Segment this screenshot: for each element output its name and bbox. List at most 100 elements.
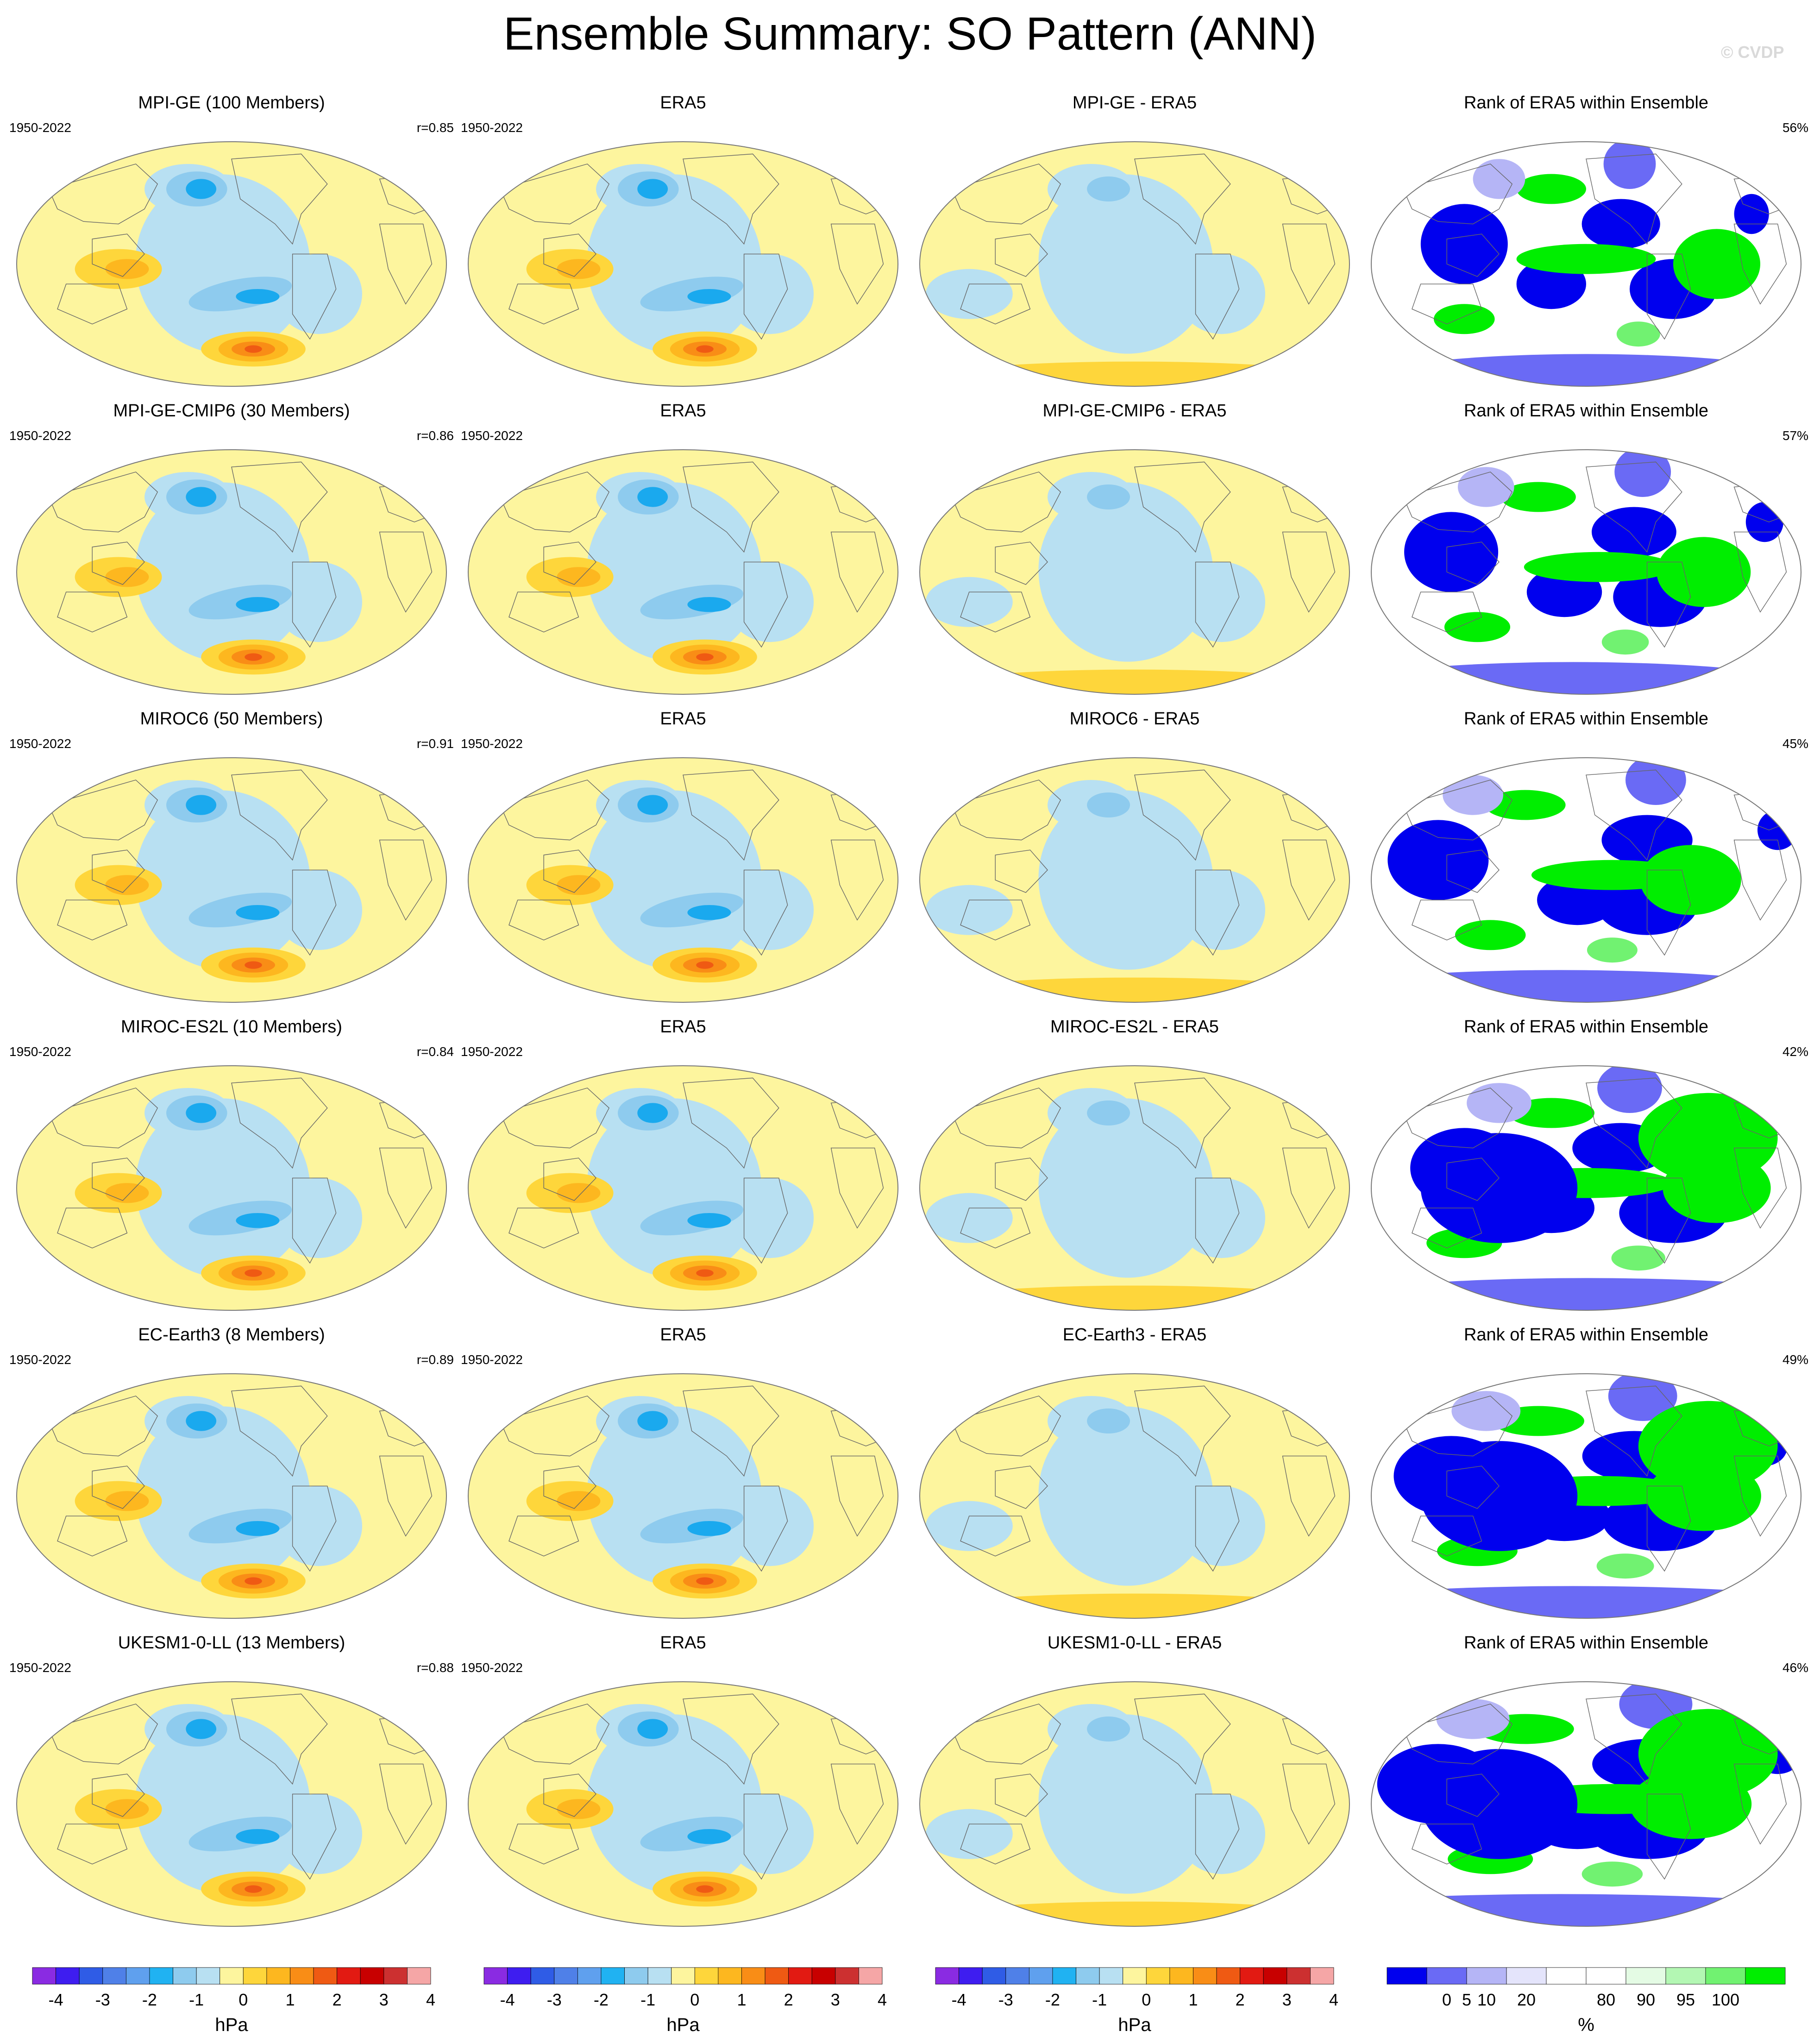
- high-pressure-region: [105, 1491, 149, 1511]
- colorbar-tick-label: 80: [1597, 1990, 1615, 2009]
- colorbar-swatch: [1240, 1967, 1264, 1985]
- colorbar-tick-label: -2: [142, 1990, 157, 2009]
- low-pressure-region: [727, 1178, 814, 1258]
- rank-region: [1657, 537, 1751, 607]
- map-outline: [919, 449, 1350, 695]
- coastlines: [951, 1077, 1344, 1264]
- period-label: 1950-2022: [9, 428, 71, 443]
- coastlines: [48, 1077, 441, 1264]
- map-outline: [919, 757, 1350, 1003]
- low-pressure-region: [587, 790, 762, 970]
- difference-panel: MIROC6 - ERA5: [912, 709, 1357, 1010]
- map-outline: [1371, 1065, 1801, 1311]
- colorbar-units: hPa: [666, 2015, 700, 2035]
- colorbar-tick-label: 4: [1329, 1990, 1338, 2009]
- model-panel: UKESM1-0-LL (13 Members) 1950-2022 r=0.88: [9, 1633, 454, 1934]
- low-pressure-core: [687, 905, 731, 920]
- panel-title: Rank of ERA5 within Ensemble: [1463, 1633, 1709, 1653]
- map-diff: [919, 449, 1350, 695]
- low-pressure-region: [1038, 1098, 1213, 1278]
- colorbar-swatch: [483, 1967, 508, 1985]
- colorbar-tick-label: 2: [1236, 1990, 1245, 2009]
- colorbar-swatch: [102, 1967, 126, 1985]
- pattern-correlation: r=0.89: [416, 1352, 454, 1367]
- high-pressure-core: [245, 1577, 262, 1585]
- low-pressure-region: [727, 1794, 814, 1874]
- colorbar-swatch: [1586, 1967, 1626, 1985]
- model-panel: MPI-GE (100 Members) 1950-2022 r=0.85: [9, 93, 454, 394]
- low-pressure-core: [637, 1719, 668, 1739]
- map-field: [920, 142, 1349, 386]
- low-pressure-region: [135, 790, 310, 970]
- high-pressure-region: [105, 1183, 149, 1203]
- high-pressure-region: [925, 669, 1344, 694]
- low-pressure-region: [925, 269, 1013, 319]
- colorbar-svg: -4 -3 -2 -1 0 1 2 3 4: [32, 1967, 435, 2009]
- model-panel: MIROC6 (50 Members) 1950-2022 r=0.91: [9, 709, 454, 1010]
- rank-region: [1616, 321, 1660, 347]
- low-pressure-region: [1038, 1714, 1213, 1894]
- colorbar-tick-label: 3: [831, 1990, 840, 2009]
- map-rank: [1371, 1681, 1801, 1927]
- colorbar-swatch: [647, 1967, 672, 1985]
- low-pressure-region: [1178, 254, 1265, 334]
- rank-region: [1601, 629, 1649, 655]
- map-obs: [468, 141, 898, 387]
- panel-title: Rank of ERA5 within Ensemble: [1463, 1017, 1709, 1037]
- model-panel: EC-Earth3 (8 Members) 1950-2022 r=0.89: [9, 1325, 454, 1626]
- map-rank: [1371, 757, 1801, 1003]
- rank-region: [1524, 552, 1675, 582]
- map-outline: [16, 449, 447, 695]
- colorbar-swatch: [149, 1967, 173, 1985]
- low-pressure-region: [1087, 1408, 1130, 1433]
- low-pressure-region: [727, 1486, 814, 1566]
- rank-region: [1436, 1699, 1510, 1739]
- map-field: [1371, 142, 1801, 386]
- colorbar-swatch: [1705, 1967, 1746, 1985]
- rank-region: [1592, 507, 1676, 557]
- rank-region: [1500, 482, 1576, 512]
- map-outline: [468, 141, 898, 387]
- map-field: [468, 450, 898, 694]
- panel-title: MPI-GE (100 Members): [138, 93, 325, 113]
- coastlines: [48, 1385, 441, 1572]
- low-pressure-region: [925, 885, 1013, 935]
- low-pressure-region: [275, 870, 362, 950]
- low-pressure-core: [186, 179, 217, 199]
- map-model: [16, 141, 447, 387]
- map-outline: [468, 1373, 898, 1619]
- colorbar-swatch: [1506, 1967, 1547, 1985]
- map-diff: [919, 1065, 1350, 1311]
- low-pressure-region: [925, 577, 1013, 627]
- rank-region: [1638, 1093, 1778, 1183]
- low-pressure-region: [587, 1406, 762, 1586]
- colorbar-swatch: [79, 1967, 103, 1985]
- high-pressure-region: [557, 1183, 601, 1203]
- rank-panel: Rank of ERA5 within Ensemble 56%: [1364, 93, 1808, 394]
- period-label: 1950-2022: [9, 736, 71, 751]
- period-label: 1950-2022: [461, 1352, 523, 1367]
- low-pressure-region: [1178, 562, 1265, 642]
- low-pressure-region: [727, 254, 814, 334]
- map-obs: [468, 449, 898, 695]
- colorbar-tick-label: -3: [547, 1990, 562, 2009]
- map-diff: [919, 1681, 1350, 1927]
- high-pressure-region: [557, 1799, 601, 1819]
- low-pressure-region: [727, 562, 814, 642]
- low-pressure-core: [236, 1213, 280, 1228]
- high-pressure-core: [696, 1577, 714, 1585]
- colorbar-swatch: [243, 1967, 267, 1985]
- high-pressure-region: [105, 1799, 149, 1819]
- rank-region: [1611, 1245, 1666, 1271]
- map-outline: [1371, 1373, 1801, 1619]
- rank-region: [1451, 1391, 1521, 1431]
- high-pressure-region: [925, 1285, 1344, 1310]
- rank-percent: 57%: [1782, 428, 1808, 443]
- colorbar-tick-label: -4: [952, 1990, 966, 2009]
- colorbar-tick-label: 100: [1712, 1990, 1739, 2009]
- era5-panel: ERA5 1950-2022: [461, 93, 905, 394]
- map-rank: [1371, 449, 1801, 695]
- colorbar-swatch: [507, 1967, 531, 1985]
- colorbar-swatch: [196, 1967, 220, 1985]
- colorbar-swatch: [577, 1967, 602, 1985]
